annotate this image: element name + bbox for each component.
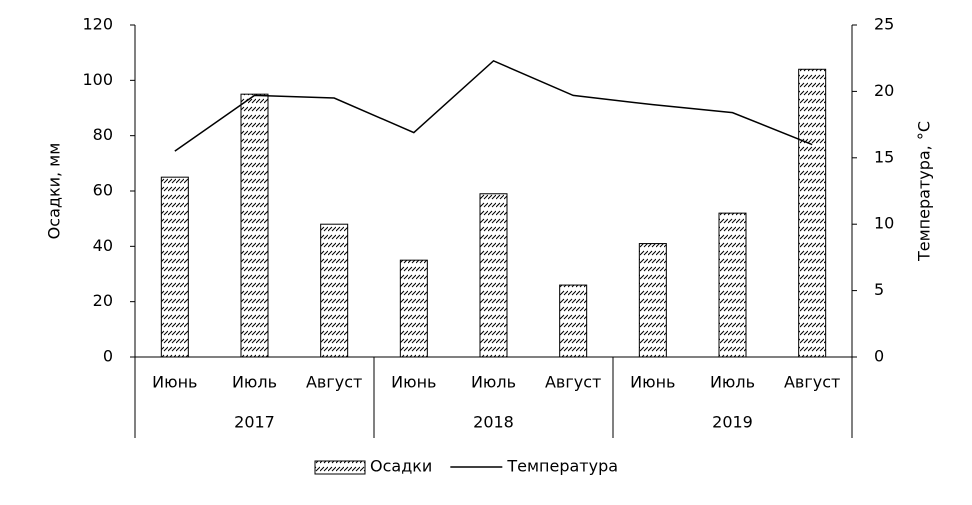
bar	[399, 259, 428, 358]
group-label: 2019	[712, 413, 753, 432]
y2-axis-title: Температура, °С	[915, 121, 934, 262]
line	[174, 59, 813, 152]
bar	[320, 223, 349, 358]
x-tick-label: Июль	[471, 373, 516, 392]
group-label: 2017	[234, 413, 275, 432]
y-tick-label: 100	[82, 70, 113, 89]
bar	[798, 68, 827, 358]
legend-label: Осадки	[370, 457, 432, 476]
x-tick-label: Август	[306, 373, 362, 392]
y2-tick-label: 25	[874, 15, 894, 34]
bar	[160, 176, 189, 358]
bar	[718, 212, 747, 358]
y-tick-label: 40	[93, 236, 113, 255]
y-axis-title: Осадки, мм	[45, 143, 64, 240]
x-tick-label: Июнь	[630, 373, 675, 392]
group-label: 2018	[473, 413, 514, 432]
y-tick-label: 0	[103, 347, 113, 366]
x-tick-label: Июнь	[152, 373, 197, 392]
y2-tick-label: 15	[874, 147, 894, 166]
legend-label: Температура	[506, 457, 618, 476]
bar	[559, 284, 588, 358]
x-tick-label: Август	[545, 373, 601, 392]
y-tick-label: 80	[93, 125, 113, 144]
y-tick-label: 20	[93, 291, 113, 310]
bar	[240, 93, 269, 358]
y-tick-label: 60	[93, 181, 113, 200]
y2-tick-label: 0	[874, 347, 884, 366]
bar	[479, 193, 508, 358]
x-tick-label: Июль	[232, 373, 277, 392]
legend-swatch	[314, 460, 366, 475]
y-tick-label: 120	[82, 15, 113, 34]
y2-tick-label: 10	[874, 214, 894, 233]
x-tick-label: Июль	[710, 373, 755, 392]
x-tick-label: Август	[784, 373, 840, 392]
y2-tick-label: 5	[874, 280, 884, 299]
bar	[638, 243, 667, 358]
x-tick-label: Июнь	[391, 373, 436, 392]
y2-tick-label: 20	[874, 81, 894, 100]
